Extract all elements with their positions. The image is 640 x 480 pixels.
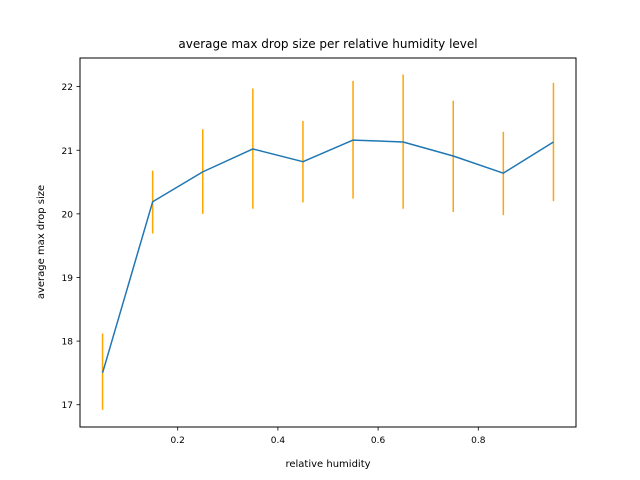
y-tick-label: 20 — [62, 210, 74, 220]
y-tick-label: 18 — [62, 338, 74, 348]
y-axis-label: average max drop size — [36, 185, 47, 299]
y-tick-label: 21 — [62, 147, 73, 157]
series-line — [101, 139, 554, 374]
x-tick-label: 0.4 — [271, 436, 286, 446]
axis-ticks: 0.2 0.4 0.6 0.8 17 18 19 20 21 22 — [62, 83, 486, 446]
chart-title: average max drop size per relative humid… — [178, 37, 477, 51]
y-tick-label: 19 — [62, 274, 74, 284]
x-tick-label: 0.8 — [471, 436, 486, 446]
axes-frame — [79, 57, 577, 428]
plot-area — [101, 74, 555, 410]
y-tick-label: 17 — [62, 401, 73, 411]
y-tick-label: 22 — [62, 83, 73, 93]
x-tick-label: 0.2 — [171, 436, 185, 446]
x-tick-label: 0.6 — [371, 436, 386, 446]
x-axis-label: relative humidity — [285, 459, 370, 470]
